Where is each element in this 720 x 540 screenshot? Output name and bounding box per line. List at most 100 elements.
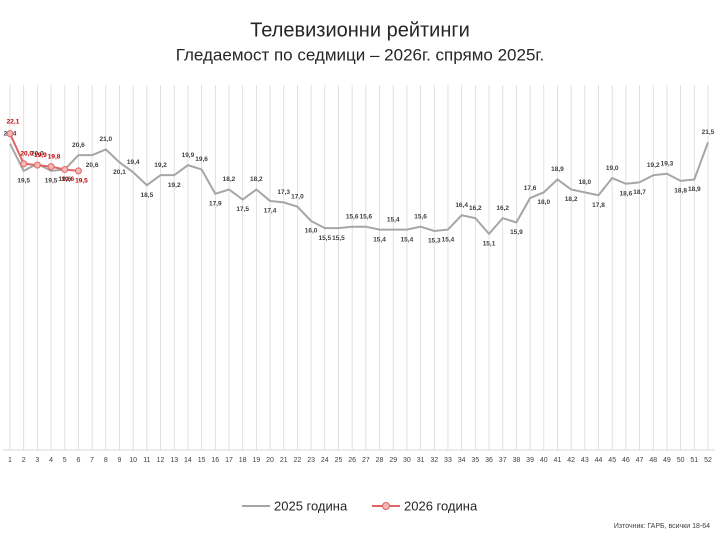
value-label: 15,9	[510, 229, 523, 236]
x-tick-label: 50	[677, 457, 685, 464]
x-tick-label: 34	[458, 457, 466, 464]
x-tick-label: 26	[348, 457, 356, 464]
chart-subtitle: Гледаемост по седмици – 2026г. спрямо 20…	[176, 45, 545, 64]
value-label: 16,4	[455, 202, 468, 209]
value-label: 19,6	[61, 176, 74, 183]
value-label: 15,6	[414, 213, 427, 220]
value-label: 18,8	[674, 188, 687, 195]
x-tick-label: 37	[499, 457, 507, 464]
value-label: 18,0	[537, 199, 550, 206]
value-label: 17,8	[592, 202, 605, 209]
point	[47, 163, 55, 171]
x-tick-label: 23	[307, 457, 315, 464]
source-note: Източник: ГАРБ, всички 18-64	[614, 523, 710, 530]
value-label: 20,0	[20, 150, 33, 157]
series-line	[9, 141, 709, 236]
value-label: 19,6	[58, 176, 71, 183]
point	[6, 130, 14, 138]
x-tick-label: 2	[22, 457, 26, 464]
value-label: 15,6	[346, 213, 359, 220]
value-label: 17,4	[264, 208, 277, 215]
value-label: 18,6	[620, 190, 633, 197]
value-label: 19,9	[182, 152, 195, 159]
x-tick-label: 4	[49, 457, 53, 464]
value-label: 21,5	[702, 129, 715, 136]
x-tick-label: 49	[663, 457, 671, 464]
x-tick-label: 48	[649, 457, 657, 464]
x-tick-label: 36	[485, 457, 493, 464]
value-label: 16,2	[469, 205, 482, 212]
value-label: 19,2	[647, 162, 660, 169]
x-tick-label: 13	[170, 457, 178, 464]
x-tick-label: 8	[104, 457, 108, 464]
chart-title: Телевизионни рейтинги	[250, 19, 470, 41]
value-label: 15,5	[318, 235, 331, 242]
x-tick-label: 40	[540, 457, 548, 464]
value-label: 17,9	[209, 201, 222, 208]
value-label: 18,2	[250, 176, 263, 183]
x-tick-label: 17	[225, 457, 233, 464]
x-tick-label: 18	[239, 457, 247, 464]
legend-label: 2025 година	[274, 498, 348, 513]
x-tick-label: 1	[8, 457, 12, 464]
x-tick-label: 24	[321, 457, 329, 464]
x-tick-label: 11	[143, 457, 150, 464]
x-tick-label: 52	[704, 457, 712, 464]
x-tick-label: 30	[403, 457, 411, 464]
x-tick-label: 41	[554, 457, 562, 464]
value-label: 17,3	[277, 189, 290, 196]
x-tick-label: 21	[280, 457, 288, 464]
x-tick-label: 47	[636, 457, 644, 464]
value-label: 17,0	[291, 193, 304, 200]
value-label: 15,6	[360, 213, 373, 220]
value-label: 18,7	[633, 189, 646, 196]
x-tick-label: 12	[157, 457, 165, 464]
x-tick-label: 10	[129, 457, 137, 464]
value-label: 19,0	[606, 165, 619, 172]
x-tick-label: 22	[294, 457, 302, 464]
value-label: 15,5	[332, 235, 345, 242]
x-tick-label: 32	[430, 457, 438, 464]
legend-marker	[382, 502, 390, 510]
x-tick-label: 43	[581, 457, 589, 464]
value-label: 20,1	[113, 169, 126, 176]
x-tick-label: 19	[252, 457, 260, 464]
legend-label: 2026 година	[404, 498, 478, 513]
value-label: 19,5	[45, 178, 58, 185]
x-tick-label: 33	[444, 457, 452, 464]
value-label: 15,3	[428, 238, 441, 245]
value-label: 17,6	[524, 185, 537, 192]
value-label: 18,2	[565, 196, 578, 203]
x-tick-label: 51	[690, 457, 698, 464]
x-tick-label: 25	[335, 457, 343, 464]
value-label: 16,2	[496, 205, 509, 212]
point	[20, 160, 28, 168]
x-tick-label: 42	[567, 457, 575, 464]
value-label: 20,6	[86, 162, 99, 169]
x-tick-label: 31	[417, 457, 425, 464]
value-label: 19,5	[75, 178, 88, 185]
x-tick-label: 15	[198, 457, 206, 464]
point	[74, 167, 82, 175]
value-label: 19,8	[48, 153, 61, 160]
value-label: 18,2	[223, 176, 236, 183]
value-label: 15,4	[401, 236, 414, 243]
value-label: 16,0	[305, 228, 318, 235]
value-label: 18,5	[141, 192, 154, 199]
value-label: 18,9	[688, 186, 701, 193]
value-label: 21,0	[99, 136, 112, 143]
x-tick-label: 16	[211, 457, 219, 464]
x-tick-label: 20	[266, 457, 274, 464]
x-tick-label: 35	[471, 457, 479, 464]
value-label: 19,9	[34, 152, 47, 159]
value-label: 19,2	[154, 162, 167, 169]
x-tick-label: 44	[595, 457, 603, 464]
point	[33, 161, 41, 169]
value-label: 19,4	[127, 159, 140, 166]
value-label: 17,5	[236, 206, 249, 213]
x-tick-label: 38	[512, 457, 520, 464]
value-label: 19,3	[661, 160, 674, 167]
x-tick-label: 14	[184, 457, 192, 464]
x-tick-label: 5	[63, 457, 67, 464]
x-tick-label: 45	[608, 457, 616, 464]
